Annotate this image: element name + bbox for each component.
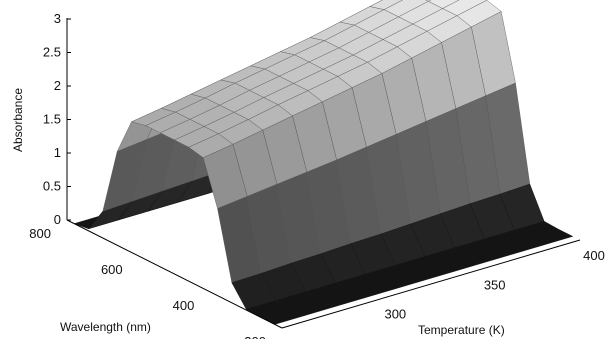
- surface-patch: [369, 0, 404, 10]
- z-tick-label: 0: [54, 212, 61, 227]
- wavelength-axis-line: [66, 219, 283, 329]
- z-tick-label: 0.5: [43, 179, 61, 194]
- temperature-tick-label: 350: [484, 277, 506, 292]
- z-tick-label: 1.5: [43, 112, 61, 127]
- surface-patch: [528, 228, 574, 246]
- tick-labels: 0 0.5 1 1.5 2 2.5 3 200 400 600 800 250 300 350 400: [29, 11, 605, 339]
- surface-patch: [425, 0, 432, 2]
- temperature-tick-label: 400: [583, 248, 605, 263]
- temperature-tick-label: 300: [384, 307, 406, 322]
- wavelength-tick-label: 800: [29, 226, 51, 241]
- z-tick-label: 1: [54, 145, 61, 160]
- wavelength-tick-label: 200: [244, 334, 266, 339]
- z-tick-label: 2: [54, 78, 61, 93]
- temperature-axis-title: Temperature (K): [418, 323, 505, 337]
- z-axis-title: Absorbance: [11, 88, 25, 152]
- temperature-axis-line: [281, 239, 581, 329]
- wavelength-tick-label: 600: [101, 262, 123, 277]
- wavelength-axis-title: Wavelength (nm): [60, 320, 151, 334]
- z-tick-label: 2.5: [43, 45, 61, 60]
- wavelength-tick-label: 400: [173, 298, 195, 313]
- z-tick-label: 3: [54, 11, 61, 26]
- temperature-tick-label: 250: [285, 336, 307, 339]
- surface-plot: [73, 0, 574, 325]
- surface-patch: [427, 0, 460, 9]
